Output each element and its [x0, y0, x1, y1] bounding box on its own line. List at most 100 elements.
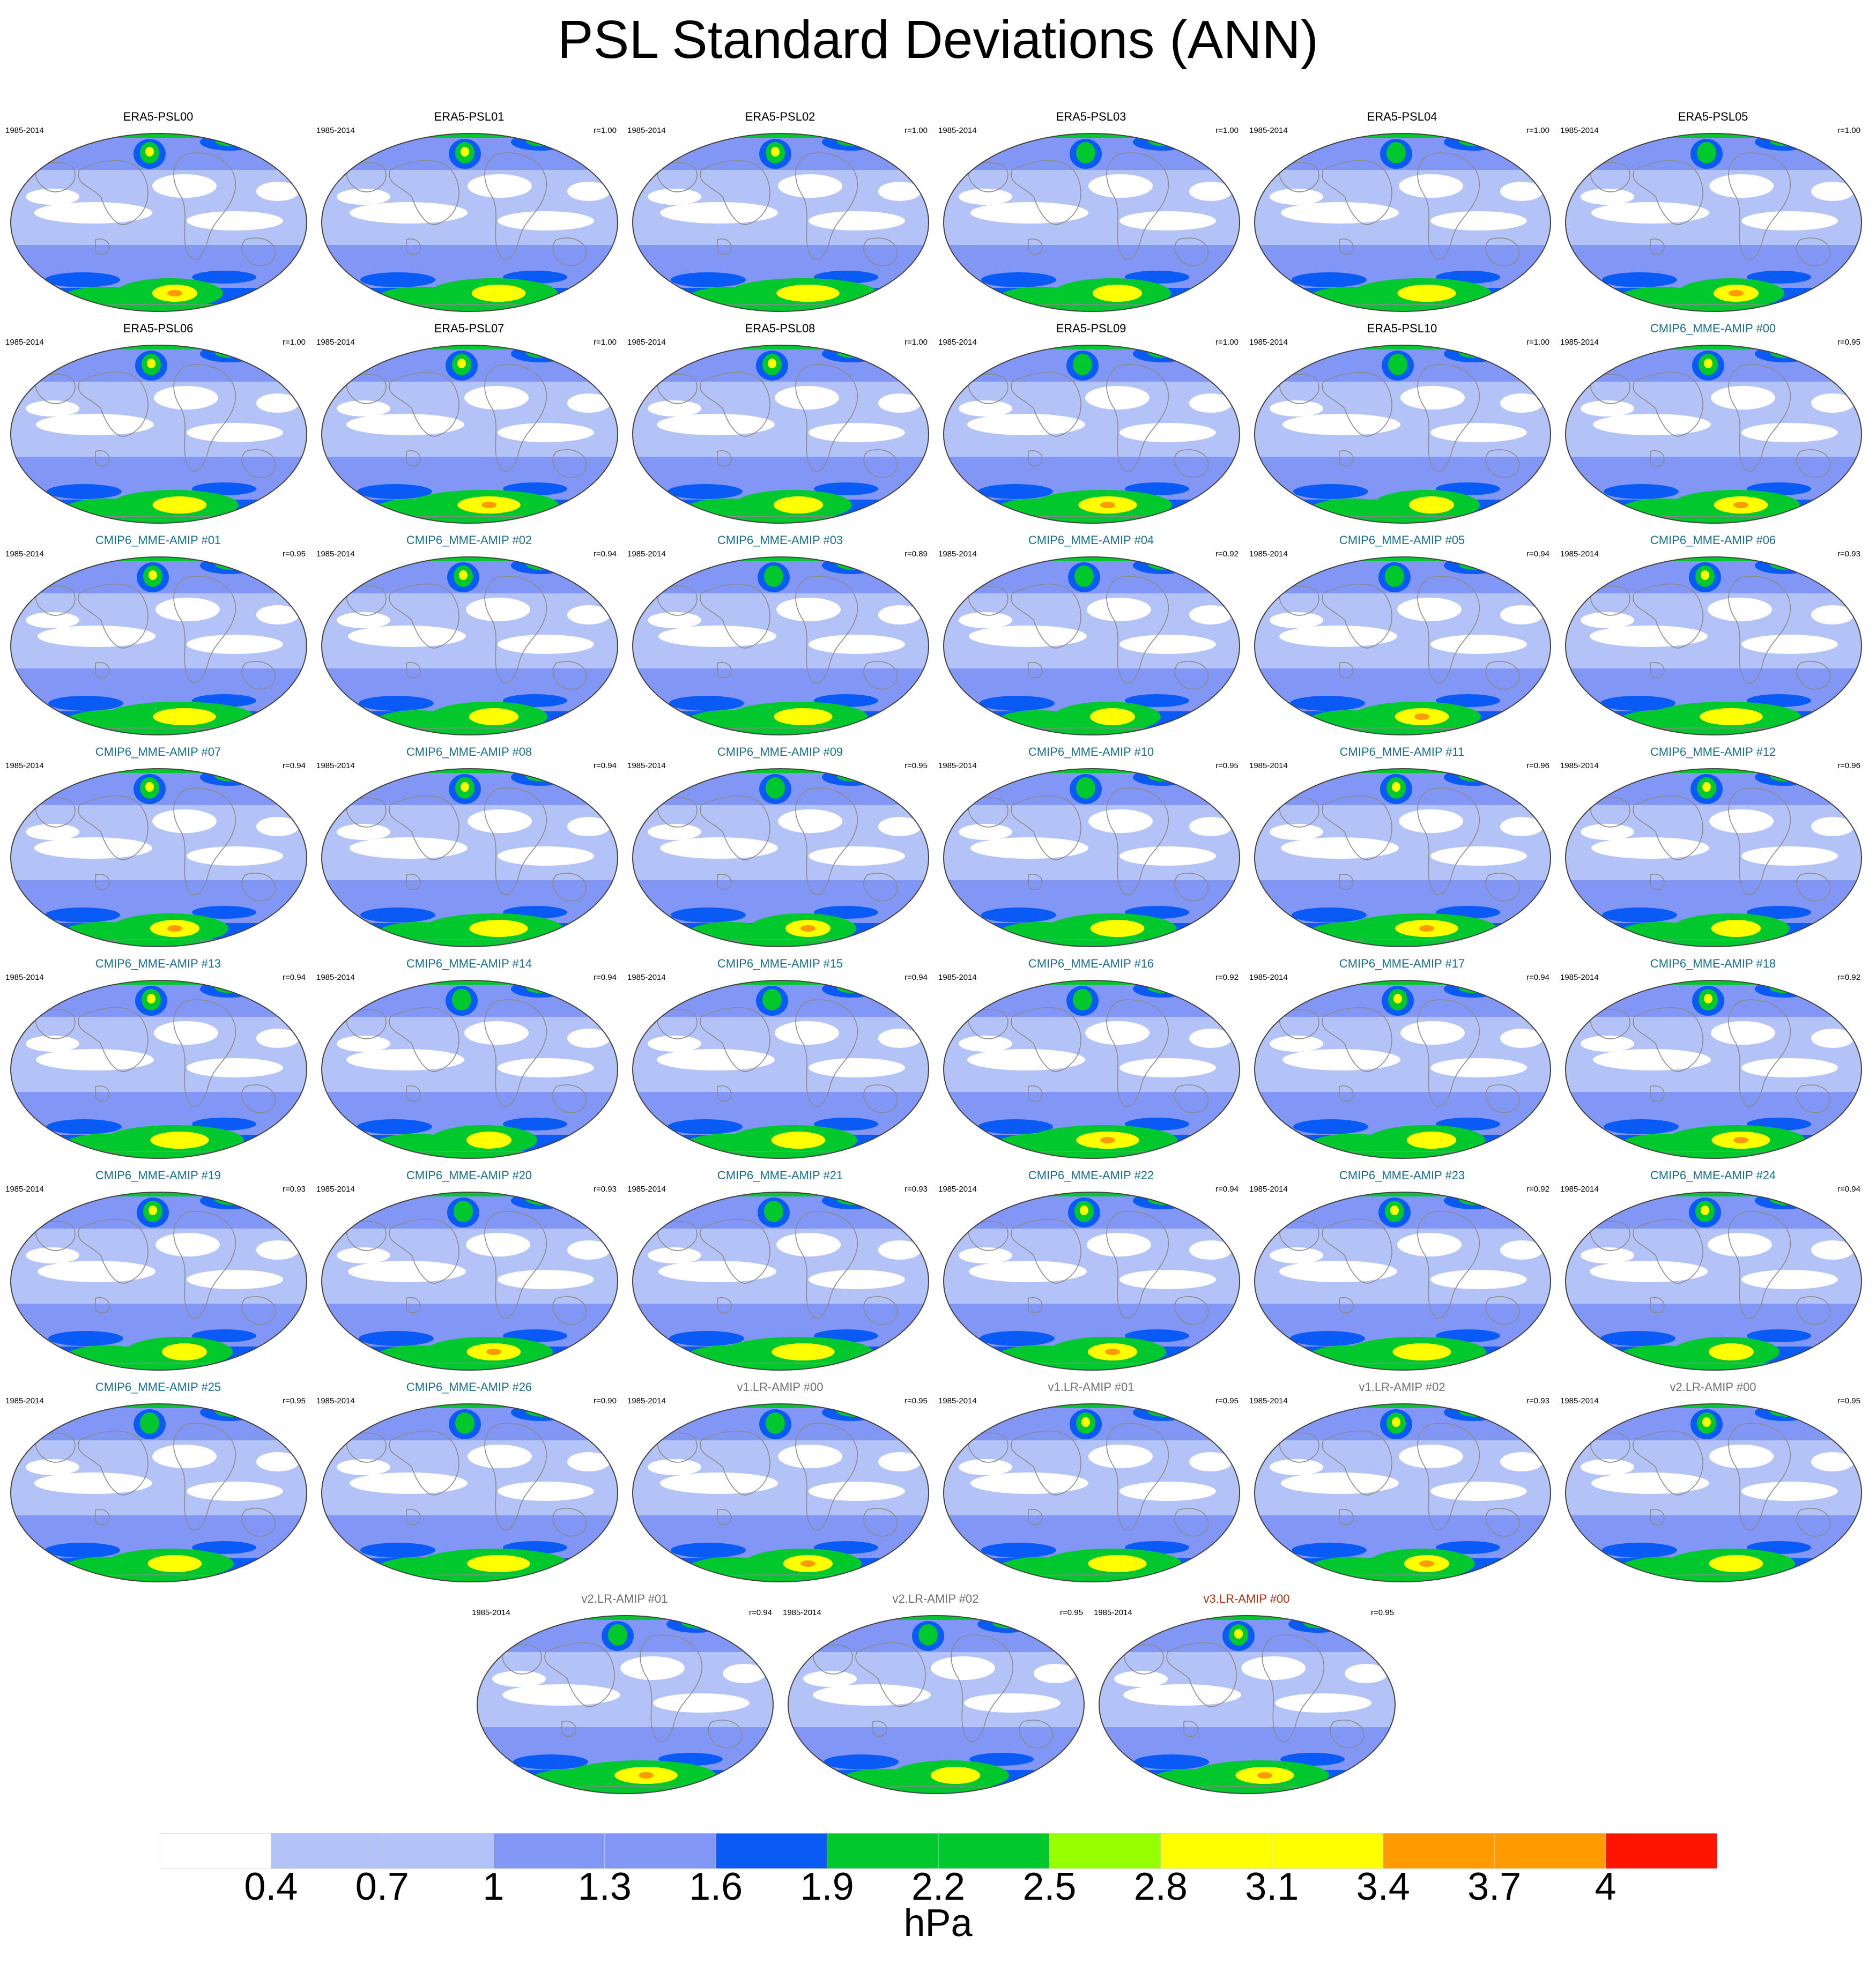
map-panel: v2.LR-AMIP #01 1985-2014 r=0.94 [472, 1592, 777, 1796]
world-map [632, 344, 930, 524]
world-map [1564, 1191, 1863, 1371]
panel-correlation: r=0.93 [594, 1185, 617, 1194]
panel-title: CMIP6_MME-AMIP #19 [95, 1169, 221, 1182]
colorbar-tick-label: 1.6 [689, 1865, 743, 1908]
panel-period: 1985-2014 [627, 1396, 666, 1405]
panel-title: CMIP6_MME-AMIP #13 [95, 957, 221, 970]
panel-correlation: r=0.95 [1060, 1608, 1083, 1617]
colorbar-tick-label: 4 [1595, 1865, 1617, 1908]
panel-correlation: r=1.00 [904, 126, 928, 135]
world-map [943, 979, 1241, 1159]
panel-correlation: r=0.93 [283, 1185, 306, 1194]
colorbar-labels: 0.4 0.7 1 1.3 1.6 1.9 2.2 2.5 2.8 3.1 3.4 3.7 4 [0, 1865, 1876, 1908]
panel-period: 1985-2014 [316, 973, 355, 982]
map-panel: v1.LR-AMIP #00 1985-2014 r=0.95 [627, 1380, 933, 1584]
map-panel: CMIP6_MME-AMIP #04 1985-2014 r=0.92 [938, 533, 1244, 737]
world-map [1254, 1191, 1552, 1371]
map-panel: CMIP6_MME-AMIP #20 1985-2014 r=0.93 [316, 1169, 622, 1372]
map-panel: CMIP6_MME-AMIP #22 1985-2014 r=0.94 [938, 1169, 1244, 1372]
panel-correlation: r=0.94 [1215, 1185, 1239, 1194]
colorbar-tick-label: 2.8 [1133, 1865, 1188, 1908]
panel-correlation: r=1.00 [594, 338, 617, 347]
world-map [10, 979, 308, 1159]
panel-correlation: r=0.94 [283, 761, 306, 770]
panel-title: CMIP6_MME-AMIP #02 [406, 533, 532, 547]
panel-title: v1.LR-AMIP #01 [1048, 1380, 1135, 1394]
world-map [943, 556, 1241, 736]
panel-period: 1985-2014 [1560, 338, 1599, 347]
panel-title: CMIP6_MME-AMIP #05 [1339, 533, 1465, 547]
map-panel: CMIP6_MME-AMIP #00 1985-2014 r=0.95 [1560, 322, 1866, 525]
panel-correlation: r=0.90 [594, 1396, 617, 1405]
colorbar-tick-label: 0.4 [244, 1865, 298, 1908]
panel-correlation: r=1.00 [1215, 338, 1239, 347]
panel-title: ERA5-PSL06 [123, 322, 194, 335]
panel-title: v1.LR-AMIP #00 [737, 1380, 824, 1394]
panel-period: 1985-2014 [5, 126, 44, 135]
colorbar-swatch [1383, 1833, 1495, 1869]
panel-period: 1985-2014 [472, 1608, 510, 1617]
colorbar-tick-label: 3.4 [1356, 1865, 1410, 1908]
panel-period: 1985-2014 [1560, 973, 1599, 982]
world-map [1564, 132, 1863, 313]
map-panel: ERA5-PSL03 1985-2014 r=1.00 [938, 110, 1244, 314]
map-panel: ERA5-PSL08 1985-2014 r=1.00 [627, 322, 933, 525]
map-panel: CMIP6_MME-AMIP #01 1985-2014 r=0.95 [5, 533, 311, 737]
panel-correlation: r=0.95 [1837, 1396, 1860, 1405]
panel-period: 1985-2014 [316, 126, 355, 135]
panel-title: CMIP6_MME-AMIP #23 [1339, 1169, 1465, 1182]
world-map [632, 979, 930, 1159]
panel-title: CMIP6_MME-AMIP #16 [1028, 957, 1154, 970]
panel-correlation: r=0.94 [594, 549, 617, 559]
panel-correlation: r=0.93 [904, 1185, 928, 1194]
panel-title: ERA5-PSL04 [1367, 110, 1437, 123]
panel-period: 1985-2014 [1560, 1396, 1599, 1405]
colorbar-units: hPa [903, 1902, 973, 1945]
world-map [1254, 344, 1552, 524]
colorbar-swatch [1605, 1833, 1717, 1869]
map-panel: CMIP6_MME-AMIP #13 1985-2014 r=0.94 [5, 957, 311, 1161]
map-panel: CMIP6_MME-AMIP #08 1985-2014 r=0.94 [316, 745, 622, 949]
panel-title: v3.LR-AMIP #00 [1203, 1592, 1290, 1605]
map-panel: CMIP6_MME-AMIP #19 1985-2014 r=0.93 [5, 1169, 311, 1372]
world-map [321, 768, 619, 948]
map-panel: ERA5-PSL04 1985-2014 r=1.00 [1249, 110, 1555, 314]
map-panel: CMIP6_MME-AMIP #02 1985-2014 r=0.94 [316, 533, 622, 737]
map-panel: CMIP6_MME-AMIP #18 1985-2014 r=0.92 [1560, 957, 1866, 1161]
panel-correlation: r=0.95 [1215, 1396, 1239, 1405]
panel-title: v2.LR-AMIP #02 [892, 1592, 979, 1605]
colorbar-swatch [382, 1833, 494, 1869]
world-map [943, 344, 1241, 524]
panel-period: 1985-2014 [783, 1608, 821, 1617]
panel-title: CMIP6_MME-AMIP #11 [1339, 745, 1465, 758]
map-panel: ERA5-PSL06 1985-2014 r=1.00 [5, 322, 311, 525]
map-panel: ERA5-PSL10 1985-2014 r=1.00 [1249, 322, 1555, 525]
world-map [321, 1403, 619, 1583]
panel-period: 1985-2014 [1249, 126, 1288, 135]
panel-correlation: r=1.00 [1526, 338, 1549, 347]
world-map [321, 344, 619, 524]
panel-correlation: r=0.94 [1526, 973, 1549, 982]
panel-title: CMIP6_MME-AMIP #15 [717, 957, 843, 970]
panel-title: ERA5-PSL08 [745, 322, 815, 335]
world-map [1564, 979, 1863, 1159]
panel-correlation: r=0.96 [1837, 761, 1860, 770]
map-panel: ERA5-PSL05 1985-2014 r=1.00 [1560, 110, 1866, 314]
panel-correlation: r=0.95 [1371, 1608, 1394, 1617]
panel-period: 1985-2014 [938, 973, 977, 982]
world-map [943, 132, 1241, 313]
panel-title: CMIP6_MME-AMIP #00 [1650, 322, 1776, 335]
map-panel: ERA5-PSL09 1985-2014 r=1.00 [938, 322, 1244, 525]
panel-correlation: r=0.95 [1837, 338, 1860, 347]
world-map [321, 1191, 619, 1371]
panel-title: ERA5-PSL02 [745, 110, 815, 123]
panel-period: 1985-2014 [938, 1396, 977, 1405]
map-panel: CMIP6_MME-AMIP #09 1985-2014 r=0.95 [627, 745, 933, 949]
panel-period: 1985-2014 [1094, 1608, 1132, 1617]
panel-correlation: r=0.95 [283, 1396, 306, 1405]
world-map [1254, 1403, 1552, 1583]
map-panel: v2.LR-AMIP #00 1985-2014 r=0.95 [1560, 1380, 1866, 1584]
panel-period: 1985-2014 [1560, 1185, 1599, 1194]
world-map [632, 768, 930, 948]
world-map [632, 1403, 930, 1583]
